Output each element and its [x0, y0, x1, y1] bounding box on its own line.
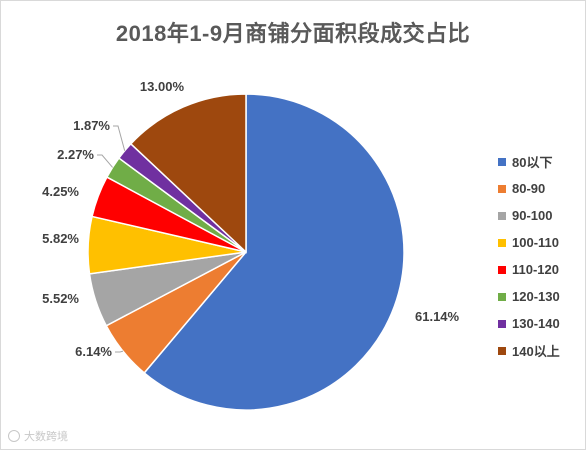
data-label: 5.52%: [42, 291, 79, 306]
leader-lines: [97, 125, 126, 353]
watermark: 大数跨境: [8, 428, 68, 444]
data-label: 6.14%: [75, 344, 112, 359]
chart-title: 2018年1-9月商铺分面积段成交占比: [115, 21, 471, 46]
legend-swatch: [498, 238, 506, 247]
legend-label: 80-90: [512, 181, 546, 196]
legend-item: 120-130: [498, 283, 584, 310]
leader-line: [113, 125, 126, 151]
legend-label: 140以上: [512, 344, 560, 359]
legend-swatch: [498, 157, 506, 166]
data-label: 13.00%: [140, 79, 185, 94]
leader-line: [115, 350, 124, 353]
data-label: 5.82%: [42, 231, 79, 246]
data-label: 1.87%: [73, 118, 110, 133]
legend-label: 90-100: [512, 208, 553, 223]
legend-item: 140以上: [498, 337, 584, 364]
data-labels: 61.14% 6.14% 5.52% 5.82% 4.25% 2.27% 1.87% 13.0…: [42, 79, 459, 359]
legend-item: 130-140: [498, 310, 584, 337]
pie-slices: [87, 93, 405, 411]
pie-slice: [143, 93, 405, 411]
leader-line: [97, 154, 113, 168]
legend-swatch: [498, 211, 506, 220]
legend-swatch: [498, 292, 506, 301]
legend-item: 90-100: [498, 202, 584, 229]
legend-label: 120-130: [512, 289, 560, 304]
legend-swatch: [498, 265, 506, 274]
legend-swatch: [498, 346, 506, 355]
logo-icon: [8, 430, 20, 442]
legend: 80以下 80-90 90-100 100-110 110-120 120-130 130-…: [498, 148, 584, 364]
legend-label: 80以下: [512, 155, 553, 170]
legend-swatch: [498, 184, 506, 193]
data-label: 4.25%: [42, 184, 79, 199]
watermark-text: 大数跨境: [24, 431, 68, 443]
data-label: 2.27%: [57, 147, 94, 162]
data-label: 61.14%: [415, 309, 460, 324]
legend-label: 110-120: [512, 262, 559, 277]
legend-swatch: [498, 319, 506, 328]
legend-item: 80以下: [498, 148, 584, 175]
pie-slice: [129, 93, 247, 254]
legend-item: 80-90: [498, 175, 584, 202]
legend-item: 110-120: [498, 256, 584, 283]
legend-label: 130-140: [512, 316, 560, 331]
legend-item: 100-110: [498, 229, 584, 256]
legend-label: 100-110: [512, 235, 559, 250]
